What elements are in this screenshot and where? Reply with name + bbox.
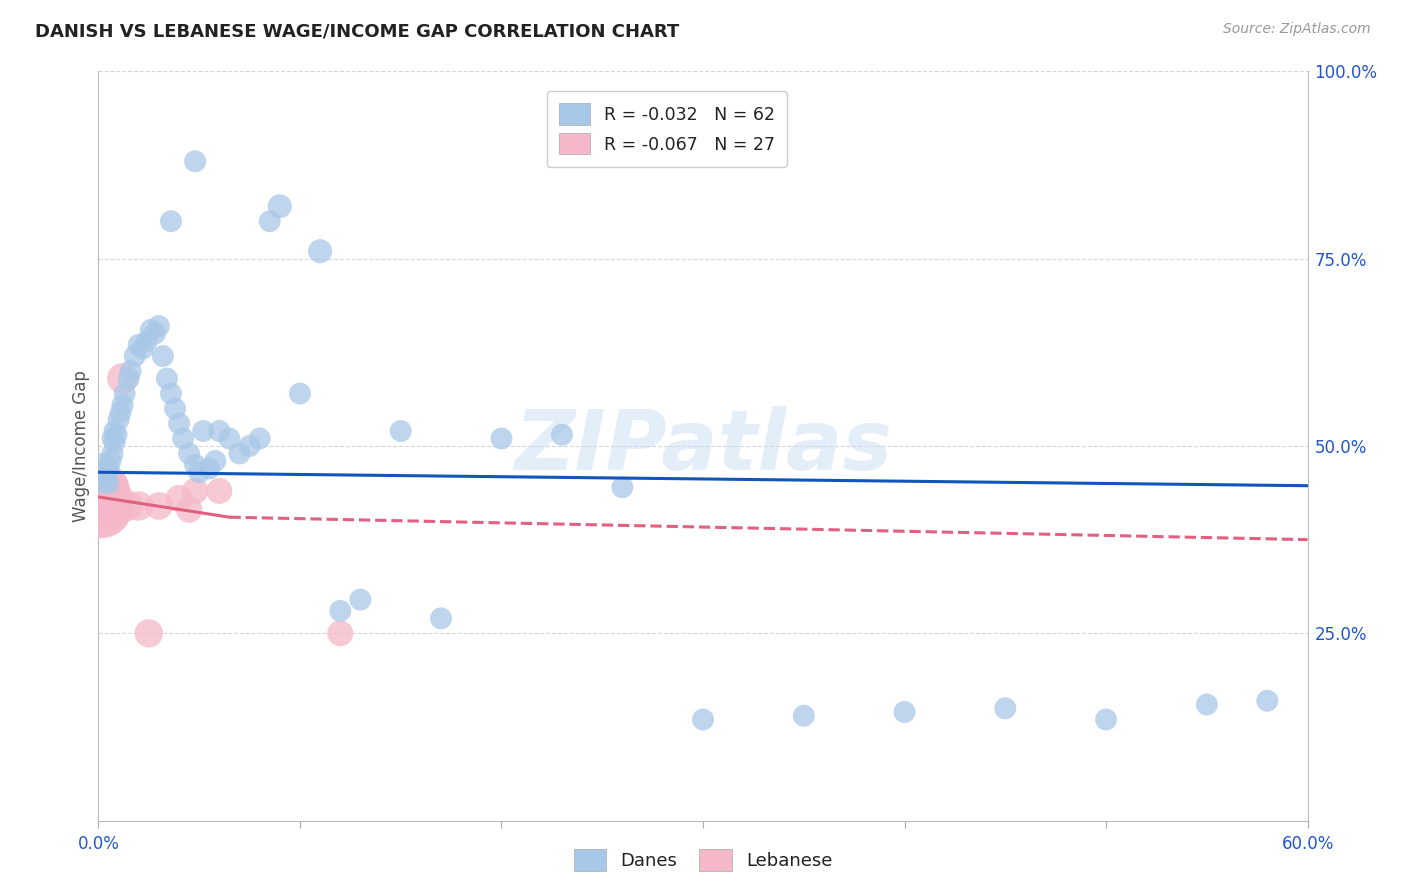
Point [167, 491, 190, 506]
Point [184, 154, 207, 169]
Point [148, 499, 170, 513]
Point [389, 424, 412, 438]
Point [96, 473, 118, 487]
Point [551, 427, 574, 442]
Point [152, 349, 174, 363]
Point [97, 476, 120, 491]
Legend: Danes, Lebanese: Danes, Lebanese [567, 842, 839, 879]
Legend: R = -0.032   N = 62, R = -0.067   N = 27: R = -0.032 N = 62, R = -0.067 N = 27 [547, 91, 787, 167]
Point [107, 491, 129, 506]
Point [96, 495, 118, 509]
Point [204, 454, 226, 468]
Point [228, 446, 250, 460]
Point [160, 386, 183, 401]
Point [692, 713, 714, 727]
Point [208, 424, 231, 438]
Point [349, 592, 371, 607]
Point [218, 432, 240, 446]
Point [124, 349, 146, 363]
Point [138, 626, 160, 640]
Point [111, 398, 134, 412]
Point [128, 499, 150, 513]
Point [160, 214, 183, 228]
Text: ZIPatlas: ZIPatlas [515, 406, 891, 486]
Point [114, 386, 136, 401]
Point [91, 458, 114, 472]
Point [93, 469, 115, 483]
Point [288, 386, 311, 401]
Point [110, 405, 132, 419]
Text: DANISH VS LEBANESE WAGE/INCOME GAP CORRELATION CHART: DANISH VS LEBANESE WAGE/INCOME GAP CORRE… [35, 22, 679, 40]
Point [198, 461, 221, 475]
Point [893, 705, 915, 719]
Point [167, 417, 190, 431]
Point [128, 338, 150, 352]
Point [100, 488, 122, 502]
Point [89, 499, 111, 513]
Point [239, 439, 262, 453]
Point [97, 491, 120, 506]
Point [309, 244, 332, 259]
Point [101, 432, 124, 446]
Point [97, 483, 120, 498]
Point [118, 371, 141, 385]
Point [139, 323, 162, 337]
Point [103, 435, 125, 450]
Point [259, 214, 281, 228]
Point [93, 491, 115, 506]
Point [249, 432, 271, 446]
Point [100, 454, 122, 468]
Point [118, 499, 141, 513]
Text: Source: ZipAtlas.com: Source: ZipAtlas.com [1223, 22, 1371, 37]
Point [91, 483, 114, 498]
Point [100, 483, 122, 498]
Point [1095, 713, 1118, 727]
Point [135, 334, 157, 348]
Point [91, 502, 114, 516]
Point [93, 488, 115, 502]
Point [148, 319, 170, 334]
Point [193, 424, 215, 438]
Point [105, 427, 128, 442]
Point [107, 413, 129, 427]
Point [120, 364, 142, 378]
Point [188, 465, 211, 479]
Point [103, 499, 125, 513]
Point [132, 342, 155, 356]
Point [329, 626, 352, 640]
Point [97, 461, 120, 475]
Point [163, 401, 186, 416]
Point [143, 326, 166, 341]
Point [101, 491, 124, 506]
Point [184, 458, 207, 472]
Point [89, 473, 111, 487]
Point [105, 502, 128, 516]
Point [269, 199, 291, 213]
Point [103, 424, 125, 438]
Point [1195, 698, 1218, 712]
Point [329, 604, 352, 618]
Point [208, 483, 231, 498]
Point [793, 708, 815, 723]
Point [96, 502, 118, 516]
Point [101, 446, 124, 460]
Point [1256, 694, 1278, 708]
Point [184, 483, 207, 498]
Point [179, 502, 201, 516]
Point [179, 446, 201, 460]
Point [100, 480, 122, 494]
Point [172, 432, 194, 446]
Point [111, 371, 134, 385]
Point [612, 480, 634, 494]
Point [491, 432, 513, 446]
Point [89, 483, 111, 498]
Point [156, 371, 179, 385]
Y-axis label: Wage/Income Gap: Wage/Income Gap [72, 370, 90, 522]
Point [430, 611, 453, 625]
Point [994, 701, 1017, 715]
